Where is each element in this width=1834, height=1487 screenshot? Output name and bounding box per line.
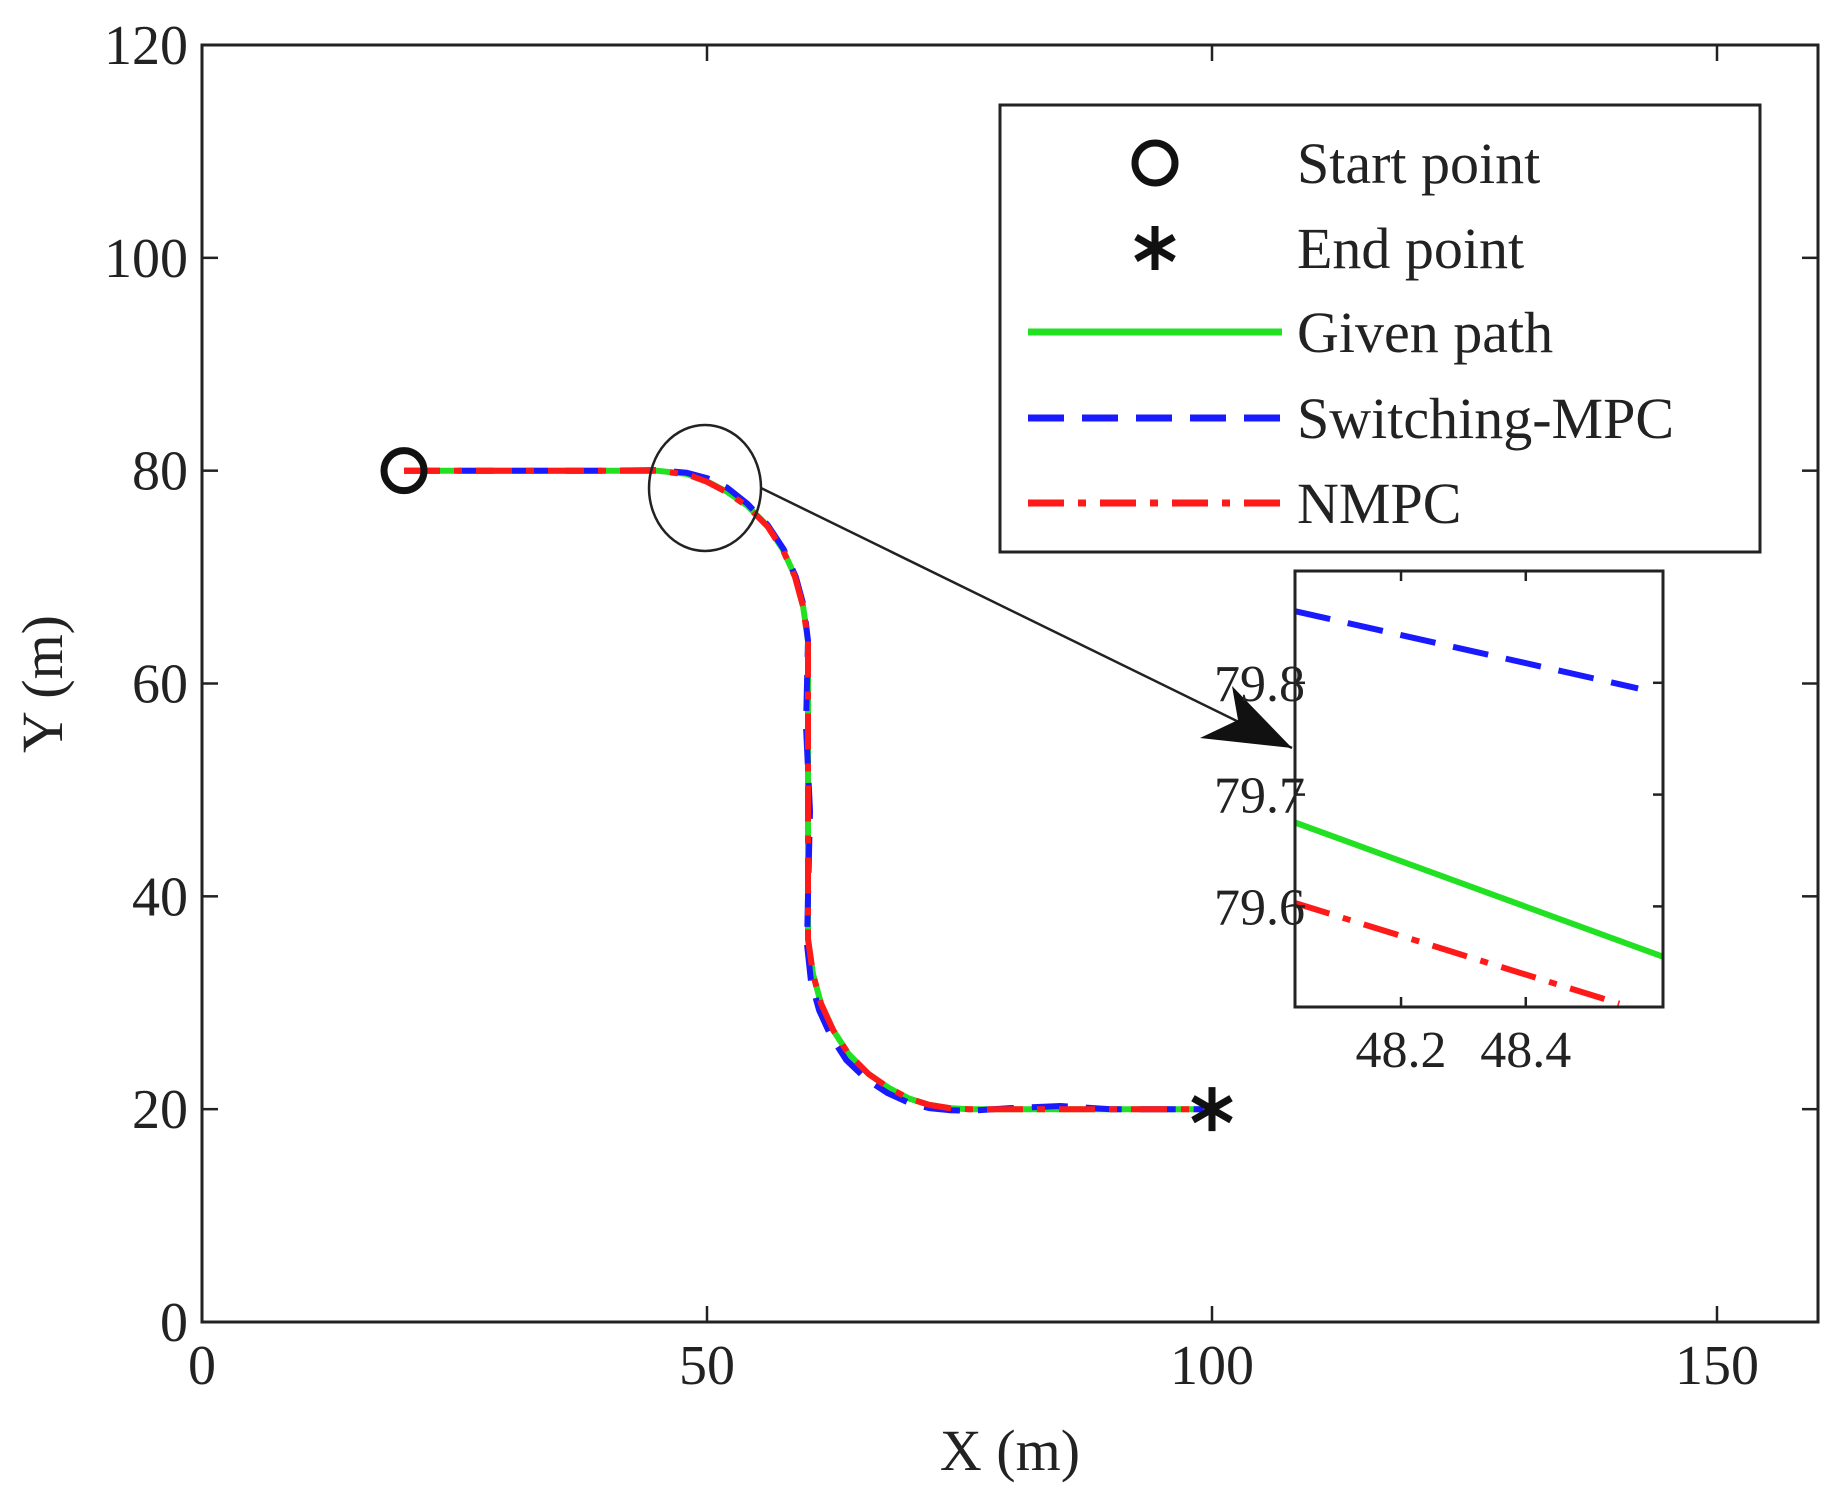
legend-label-start: Start point [1297, 131, 1540, 196]
inset-y-tick-label-2: 79.8 [1214, 656, 1305, 713]
circle-marker-icon [1131, 139, 1179, 187]
legend-label-switching: Switching-MPC [1297, 386, 1674, 451]
legend-item-nmpc: NMPC [1028, 471, 1461, 536]
main-y-tick-label-5: 100 [104, 228, 188, 290]
main-x-tick-label-0: 0 [188, 1335, 216, 1397]
legend-label-given: Given path [1297, 300, 1553, 365]
inset-x-tick-label-0: 48.2 [1356, 1022, 1447, 1079]
zoom-arrow-line [760, 486, 1293, 750]
inset-background [1295, 571, 1663, 1007]
main-series-group [404, 467, 1212, 1114]
legend-item-end: End point [1134, 216, 1524, 281]
main-series-nmpc [404, 467, 1212, 1113]
start-point-marker [380, 447, 428, 495]
asterisk-marker-icon [1134, 226, 1176, 270]
main-y-tick-label-6: 120 [104, 15, 188, 77]
y-axis-label: Y (m) [10, 615, 75, 753]
main-y-tick-label-4: 80 [132, 441, 188, 503]
legend-item-switching: Switching-MPC [1028, 386, 1674, 451]
legend-item-start: Start point [1131, 131, 1540, 196]
main-x-tick-label-3: 150 [1675, 1335, 1759, 1397]
legend: Start point End point Given path Switchi… [998, 103, 1762, 554]
end-point-marker [1191, 1087, 1233, 1132]
legend-label-nmpc: NMPC [1297, 471, 1461, 536]
main-y-tick-label-1: 20 [132, 1079, 188, 1141]
main-x-tick-label-1: 50 [679, 1335, 735, 1397]
main-markers-group [380, 447, 1233, 1132]
main-y-tick-label-0: 0 [160, 1292, 188, 1354]
x-axis-label: X (m) [940, 1418, 1080, 1483]
legend-label-end: End point [1297, 216, 1524, 281]
inset-series-group [1293, 608, 1665, 1007]
main-y-tick-label-2: 40 [132, 866, 188, 928]
main-y-tick-label-3: 60 [132, 654, 188, 716]
zoom-arrowhead [1200, 686, 1292, 748]
inset-y-tick-label-1: 79.7 [1214, 768, 1305, 825]
inset-series-switching-mpc [1294, 608, 1639, 692]
inset-y-tick-label-0: 79.6 [1214, 879, 1305, 936]
legend-item-given: Given path [1028, 300, 1553, 365]
inset-series-nmpc [1294, 900, 1621, 1007]
inset-ticks-group: 48.2 48.4 79.6 79.7 79.8 [1214, 571, 1663, 1079]
inset-plot-frame [1293, 569, 1665, 1009]
inset-x-tick-label-1: 48.4 [1480, 1022, 1571, 1079]
inset-series-given-path [1293, 819, 1665, 960]
main-x-tick-label-2: 100 [1170, 1335, 1254, 1397]
main-ticks-group: 0 50 100 150 0 20 40 60 80 100 120 [104, 15, 1818, 1397]
